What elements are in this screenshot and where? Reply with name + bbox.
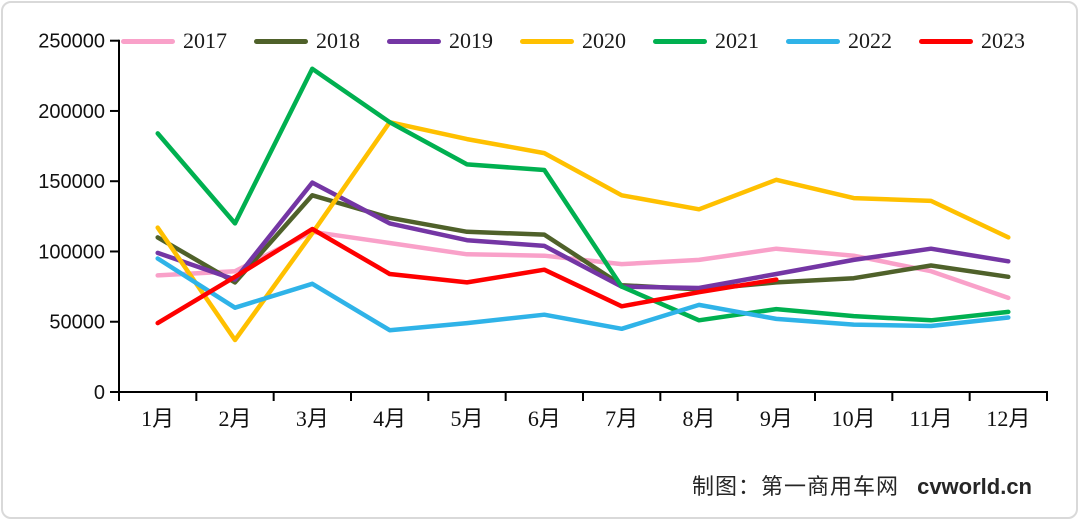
x-axis-tick-label: 3月 [296, 406, 329, 431]
legend-swatch-2022 [786, 38, 840, 44]
legend-label-2022: 2022 [848, 28, 892, 53]
y-axis-tick-label: 100000 [38, 241, 105, 263]
legend-item-2018: 2018 [254, 28, 360, 54]
caption-maker-text: 制图：第一商用车网 [691, 474, 899, 499]
legend-label-2017: 2017 [183, 28, 227, 53]
legend-label-2023: 2023 [981, 28, 1025, 53]
series-line-2021 [155, 66, 1011, 323]
series-line-2023 [155, 226, 779, 326]
series-line-2019 [155, 180, 1011, 291]
y-axis-tick-label: 200000 [38, 101, 105, 123]
x-axis-tick-label: 2月 [218, 406, 251, 431]
series-line-2022 [155, 256, 1011, 333]
legend-label-2021: 2021 [715, 28, 759, 53]
chart-legend: 2017 2018 2019 2020 2021 2022 2023 [121, 28, 1052, 54]
series-line-2020 [155, 119, 1011, 343]
x-axis-tick-label: 11月 [909, 406, 952, 431]
legend-swatch-2023 [919, 38, 973, 44]
x-axis-tick-label: 9月 [760, 406, 793, 431]
caption-site-text: cvworld.cn [917, 474, 1032, 499]
legend-label-2020: 2020 [582, 28, 626, 53]
x-axis-tick-label: 5月 [450, 406, 483, 431]
legend-item-2021: 2021 [653, 28, 759, 54]
legend-swatch-2020 [520, 38, 574, 44]
legend-item-2020: 2020 [520, 28, 626, 54]
legend-item-2017: 2017 [121, 28, 227, 54]
legend-swatch-2021 [653, 38, 707, 44]
legend-swatch-2018 [254, 38, 308, 44]
legend-item-2019: 2019 [387, 28, 493, 54]
legend-item-2022: 2022 [786, 28, 892, 54]
x-axis-tick-label: 4月 [373, 406, 406, 431]
x-axis-tick-label: 1月 [141, 406, 174, 431]
x-axis-tick-label: 6月 [528, 406, 561, 431]
y-axis-tick-label: 50000 [49, 312, 105, 334]
x-axis-tick-label: 10月 [832, 406, 876, 431]
legend-label-2019: 2019 [449, 28, 493, 53]
y-axis-tick-label: 0 [94, 382, 105, 404]
legend-swatch-2019 [387, 38, 441, 44]
legend-item-2023: 2023 [919, 28, 1025, 54]
legend-swatch-2017 [121, 38, 175, 44]
y-axis-tick-label: 250000 [38, 31, 105, 53]
legend-label-2018: 2018 [316, 28, 360, 53]
series-line-2018 [155, 193, 1011, 292]
caption: 制图：第一商用车网 cvworld.cn [692, 469, 1032, 501]
x-axis-tick-label: 7月 [605, 406, 638, 431]
x-axis-tick-label: 8月 [682, 406, 715, 431]
x-axis-tick-label: 12月 [986, 406, 1030, 431]
y-axis-tick-label: 150000 [38, 171, 105, 193]
